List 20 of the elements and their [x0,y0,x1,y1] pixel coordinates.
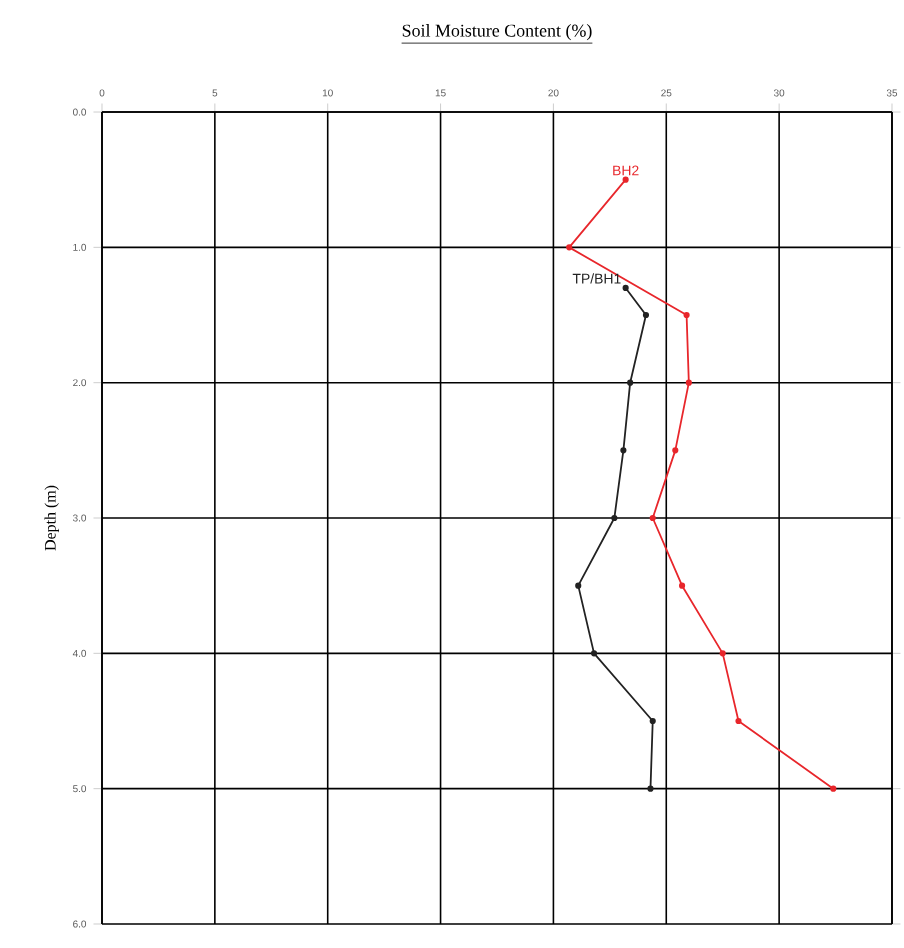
point [622,176,629,183]
chart-title: Soil Moisture Content (%) [402,24,592,41]
point [649,514,656,522]
point [649,717,656,725]
point [685,379,692,386]
point [672,447,679,454]
point [575,582,582,589]
point [830,785,837,792]
point [719,650,726,657]
point [642,311,649,319]
point [735,717,742,725]
point [590,650,598,657]
point [566,244,573,251]
point [683,311,690,319]
point [678,582,686,589]
point [611,514,618,522]
point [647,785,654,792]
point [627,379,634,386]
point [622,284,629,292]
point [620,447,627,454]
